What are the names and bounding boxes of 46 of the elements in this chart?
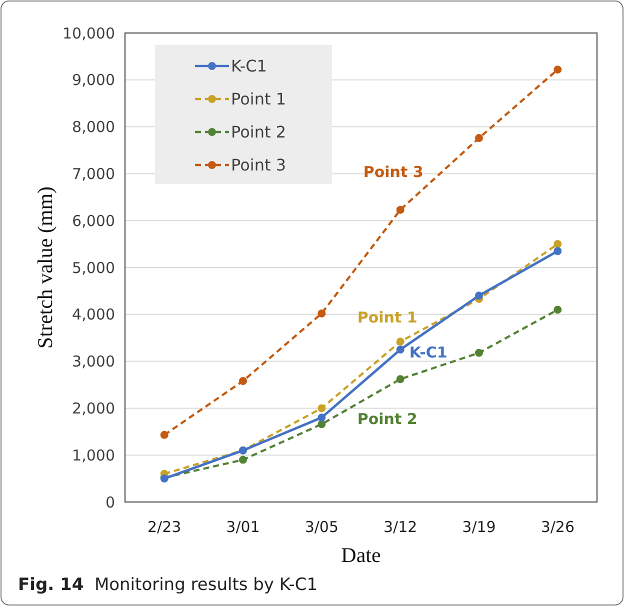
text: K-C1 [409,344,448,362]
point [475,134,483,142]
point [318,404,326,412]
y-tick-label: 9,000 [72,71,115,90]
point [554,240,562,248]
point [554,306,562,314]
y-tick-label: 2,000 [72,399,115,418]
legend-label: Point 2 [231,122,286,142]
x-tick-label: 3/26 [540,518,575,536]
y-tick-label: 0 [105,493,115,512]
point [160,430,168,439]
y-tick-label: 1,000 [72,446,115,464]
y-tick-label: 6,000 [72,212,115,230]
y-axis-title: Stretch value (mm) [33,186,57,349]
point [396,346,404,354]
text: Point 2 [357,410,418,428]
point [396,375,404,384]
point [475,348,483,357]
text: Point 1 [357,308,418,327]
legend-label: Point 1 [231,90,286,109]
x-axis-title: Date [341,543,381,567]
y-tick-label: 3,000 [72,352,115,371]
y-tick-label: 8,000 [72,118,115,136]
point [318,309,326,318]
y-tick-label: 7,000 [72,164,115,183]
x-tick-label: 2/23 [147,518,182,536]
point [239,456,247,464]
point [318,414,326,422]
legend-label: Point 3 [231,156,286,175]
point [318,420,326,428]
x-tick-label: 3/12 [383,518,418,536]
y-tick-label: 5,000 [72,258,115,277]
y-tick-label: 10,000 [62,24,115,42]
y-tick-label: 4,000 [72,306,115,324]
point [475,292,483,300]
legend-label: K-C1 [231,56,267,76]
point [554,247,562,256]
x-tick-label: 3/05 [304,518,339,536]
caption: Fig. 14 Monitoring results by K-C1 [18,575,318,595]
text: Point 3 [363,162,424,181]
point [396,206,404,214]
x-tick-label: 3/19 [462,518,496,536]
point [396,338,404,346]
point [239,377,247,385]
point [554,66,562,74]
x-tick-label: 3/01 [226,518,260,536]
